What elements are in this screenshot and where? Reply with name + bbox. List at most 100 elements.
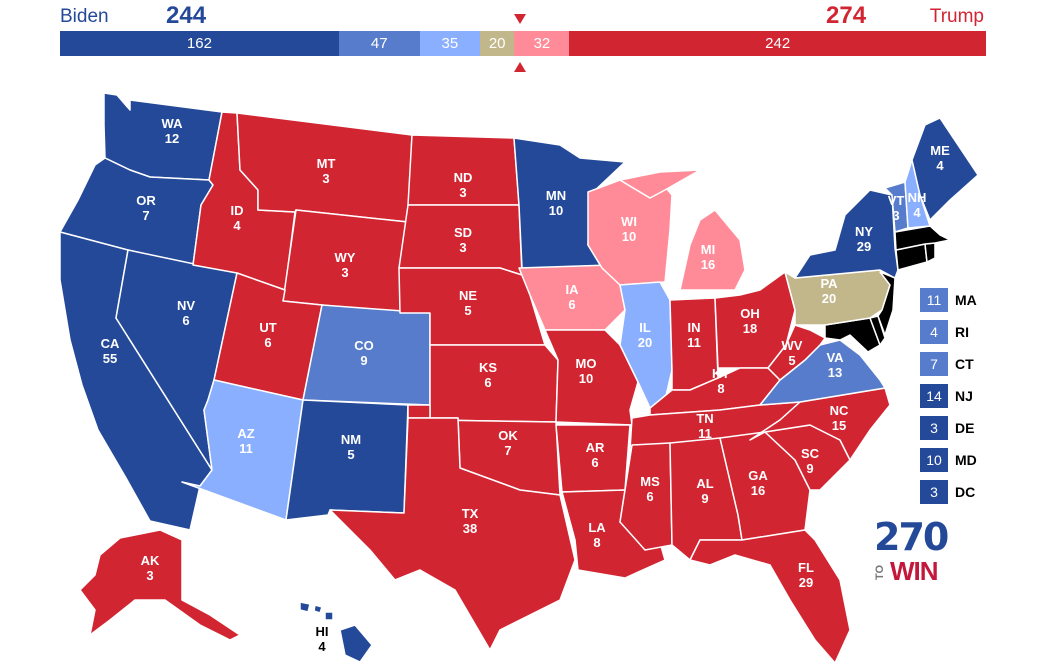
state-hi[interactable]: [299, 601, 373, 663]
state-label-in: IN: [688, 320, 701, 335]
state-label-me: ME: [930, 143, 950, 158]
state-ev-fl: 29: [799, 575, 813, 590]
state-label-ne: NE: [459, 288, 477, 303]
state-label-tx: TX: [462, 506, 479, 521]
state-label-ut: UT: [259, 320, 276, 335]
state-ev-mo: 10: [579, 371, 593, 386]
state-ev-ms: 6: [646, 489, 653, 504]
state-ri[interactable]: [924, 242, 936, 263]
state-label-al: AL: [696, 476, 713, 491]
small-state-ev-nj[interactable]: 14: [920, 384, 948, 408]
state-label-wy: WY: [335, 250, 356, 265]
state-label-fl: FL: [798, 560, 814, 575]
state-ev-or: 7: [142, 208, 149, 223]
state-label-ms: MS: [640, 474, 660, 489]
state-ev-il: 20: [638, 335, 652, 350]
state-ev-mi: 16: [701, 257, 715, 272]
state-tx[interactable]: [329, 417, 576, 651]
small-state-ev-de[interactable]: 3: [920, 416, 948, 440]
state-label-oh: OH: [740, 306, 760, 321]
logo-number: 270: [874, 515, 949, 559]
state-ev-ks: 6: [484, 375, 491, 390]
state-ma[interactable]: [894, 225, 951, 251]
small-state-code-ri: RI: [955, 324, 969, 340]
state-ev-nm: 5: [347, 447, 354, 462]
electoral-vote-bar: 162 47 35 20 32 242: [60, 31, 986, 56]
logo-to: TO: [874, 564, 886, 580]
state-ev-me: 4: [936, 158, 944, 173]
state-label-wv: WV: [782, 338, 803, 353]
trump-name: Trump: [929, 6, 984, 27]
state-label-hi: HI: [316, 624, 329, 639]
state-label-nc: NC: [830, 403, 849, 418]
small-state-dc[interactable]: 3 DC: [920, 480, 977, 504]
state-mo[interactable]: [544, 329, 639, 426]
state-label-wa: WA: [162, 116, 184, 131]
small-state-ma[interactable]: 11 MA: [920, 288, 977, 312]
state-ev-pa: 20: [822, 291, 836, 306]
state-ks[interactable]: [429, 344, 559, 423]
state-ev-ga: 16: [751, 483, 765, 498]
state-ev-tn: 11: [698, 426, 712, 441]
270towin-logo: 270 TO WIN: [874, 515, 949, 586]
state-label-sd: SD: [454, 225, 472, 240]
bar-segment-safe-r: 242: [569, 31, 986, 56]
small-state-ri[interactable]: 4 RI: [920, 320, 977, 344]
small-state-code-dc: DC: [955, 484, 976, 500]
state-ev-ak: 3: [146, 568, 153, 583]
threshold-marker-top-icon: [514, 14, 526, 24]
state-ev-in: 11: [687, 335, 701, 350]
small-state-code-de: DE: [955, 420, 975, 436]
small-state-ev-md[interactable]: 10: [920, 448, 948, 472]
state-vt[interactable]: [884, 181, 909, 233]
state-nh[interactable]: [904, 159, 931, 229]
bar-segment-safe-d: 162: [60, 31, 339, 56]
small-state-ev-dc[interactable]: 3: [920, 480, 948, 504]
state-ev-ut: 6: [264, 335, 271, 350]
state-ev-ne: 5: [464, 303, 471, 318]
state-mi[interactable]: [619, 169, 746, 291]
state-label-nm: NM: [341, 432, 361, 447]
state-label-or: OR: [136, 193, 156, 208]
state-ev-nv: 6: [182, 313, 189, 328]
state-oh[interactable]: [714, 271, 796, 369]
state-nj[interactable]: [877, 271, 896, 336]
small-state-ev-ri[interactable]: 4: [920, 320, 948, 344]
state-label-ar: AR: [586, 440, 605, 455]
state-ev-nh: 4: [913, 205, 921, 220]
bar-segment-lean-d: 35: [419, 31, 480, 56]
small-state-nj[interactable]: 14 NJ: [920, 384, 977, 408]
state-ny[interactable]: [794, 189, 899, 279]
state-me[interactable]: [911, 117, 979, 221]
state-ak[interactable]: [79, 529, 241, 641]
state-label-az: AZ: [237, 426, 254, 441]
small-state-md[interactable]: 10 MD: [920, 448, 977, 472]
threshold-marker-bottom-icon: [514, 62, 526, 72]
state-ev-hi: 4: [318, 639, 326, 654]
state-label-vt: VT: [888, 193, 905, 208]
state-nc[interactable]: [749, 387, 891, 461]
state-label-ak: AK: [141, 553, 160, 568]
state-fl[interactable]: [689, 529, 851, 664]
small-state-code-ct: CT: [955, 356, 974, 372]
small-state-ct[interactable]: 7 CT: [920, 352, 977, 376]
state-ev-ar: 6: [591, 455, 598, 470]
state-ev-az: 11: [239, 441, 253, 456]
biden-total: 244: [166, 2, 207, 29]
state-ev-al: 9: [701, 491, 708, 506]
state-label-il: IL: [639, 320, 651, 335]
state-label-va: VA: [826, 350, 844, 365]
state-ev-va: 13: [828, 365, 842, 380]
small-state-ev-ct[interactable]: 7: [920, 352, 948, 376]
state-ev-sd: 3: [459, 240, 466, 255]
state-label-ny: NY: [855, 224, 873, 239]
state-ev-ny: 29: [857, 239, 871, 254]
small-state-de[interactable]: 3 DE: [920, 416, 977, 440]
state-ev-wy: 3: [341, 265, 348, 280]
logo-win: WIN: [890, 556, 939, 586]
small-state-ev-ma[interactable]: 11: [920, 288, 948, 312]
state-label-mn: MN: [546, 188, 566, 203]
state-de[interactable]: [869, 315, 886, 346]
state-ev-mt: 3: [322, 171, 329, 186]
